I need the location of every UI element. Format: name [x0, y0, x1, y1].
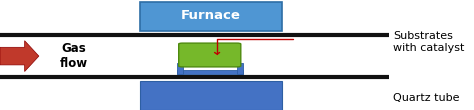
- Polygon shape: [0, 41, 39, 72]
- Text: Substrates
with catalyst: Substrates with catalyst: [393, 31, 465, 53]
- FancyBboxPatch shape: [140, 2, 282, 31]
- FancyBboxPatch shape: [179, 43, 241, 67]
- Text: Furnace: Furnace: [181, 9, 241, 22]
- Text: Gas
flow: Gas flow: [59, 42, 88, 70]
- FancyBboxPatch shape: [177, 70, 243, 74]
- FancyBboxPatch shape: [237, 63, 243, 74]
- Text: Quartz tube: Quartz tube: [393, 93, 460, 103]
- FancyBboxPatch shape: [177, 63, 183, 74]
- FancyBboxPatch shape: [140, 81, 282, 110]
